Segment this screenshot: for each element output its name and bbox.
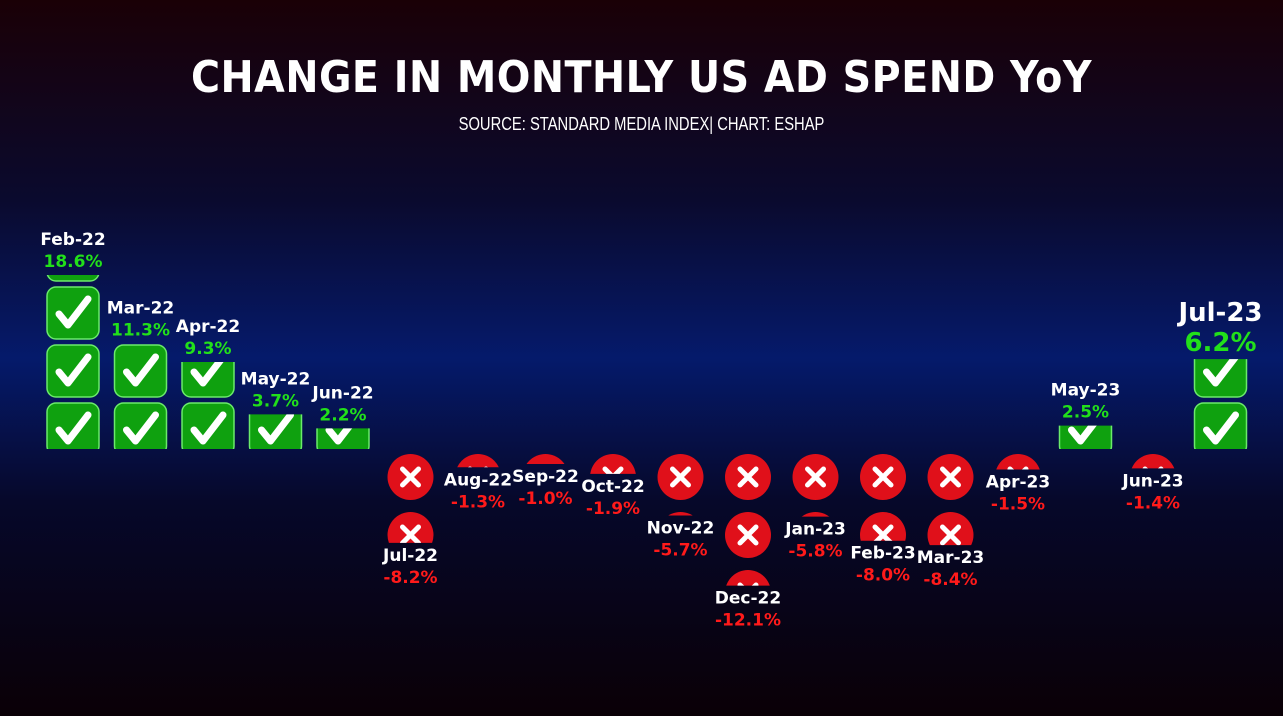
value-label-jan-23: -5.8% (788, 542, 842, 562)
value-label-may-23: 2.5% (1062, 403, 1109, 423)
bar-may-22: May-223.7% (241, 369, 311, 449)
value-label-oct-22: -1.9% (586, 499, 640, 519)
month-label-jan-23: Jan-23 (784, 520, 846, 540)
cross-mark-icon (801, 512, 830, 517)
cross-mark-icon (1131, 454, 1175, 469)
cross-mark-icon (860, 512, 906, 541)
bar-feb-23: Feb-23-8.0% (850, 454, 916, 586)
month-label-mar-23: Mar-23 (917, 548, 985, 568)
cross-mark-icon (590, 454, 636, 474)
check-mark-icon (46, 402, 100, 449)
value-label-jul-23: 6.2% (1184, 328, 1256, 358)
month-label-feb-23: Feb-23 (850, 544, 915, 564)
cross-mark-icon (387, 512, 434, 543)
month-label-mar-22: Mar-22 (107, 298, 175, 318)
check-mark-icon (113, 344, 168, 398)
value-label-jun-22: 2.2% (319, 405, 366, 425)
cross-mark-icon (387, 454, 434, 500)
value-label-mar-23: -8.4% (923, 570, 977, 590)
month-label-aug-22: Aug-22 (444, 470, 512, 490)
month-label-feb-22: Feb-22 (40, 230, 105, 250)
check-mark-icon (1193, 402, 1248, 450)
check-mark-icon (46, 275, 100, 282)
chart-subtitle: SOURCE: STANDARD MEDIA INDEX| CHART: ESH… (458, 114, 825, 134)
chart-title: CHANGE IN MONTHLY US AD SPEND YoY (191, 52, 1092, 103)
month-label-jul-23: Jul-23 (1176, 298, 1262, 328)
check-mark-icon (46, 344, 100, 398)
value-label-nov-22: -5.7% (653, 540, 707, 560)
cross-mark-icon (725, 454, 771, 500)
bar-may-23: May-232.5% (1051, 381, 1121, 450)
value-label-feb-23: -8.0% (856, 566, 910, 586)
value-label-mar-22: 11.3% (111, 320, 170, 340)
value-label-aug-22: -1.3% (451, 492, 505, 512)
value-label-jul-22: -8.2% (383, 568, 437, 588)
check-mark-icon (181, 402, 235, 449)
cross-mark-icon (668, 512, 693, 516)
check-mark-icon (316, 428, 370, 449)
cross-mark-icon (657, 454, 704, 500)
value-label-dec-22: -12.1% (715, 611, 781, 631)
cross-mark-icon (1130, 512, 1176, 558)
cross-mark-icon (927, 454, 974, 500)
month-label-oct-22: Oct-22 (581, 477, 644, 497)
check-mark-icon (1193, 359, 1248, 398)
bar-jun-22: Jun-222.2% (311, 383, 374, 449)
cross-mark-icon (996, 454, 1040, 470)
check-mark-icon (181, 362, 235, 398)
value-label-may-22: 3.7% (252, 391, 299, 411)
bar-jan-23: Jan-23-5.8% (784, 454, 846, 616)
cross-mark-icon (725, 512, 771, 558)
cross-mark-icon (455, 512, 501, 558)
bar-apr-22: Apr-229.3% (176, 317, 240, 449)
month-label-dec-22: Dec-22 (715, 589, 781, 609)
bar-mar-23: Mar-23-8.4% (917, 454, 985, 590)
month-label-may-23: May-23 (1051, 381, 1121, 401)
cross-mark-icon (927, 512, 974, 546)
cross-mark-icon (457, 454, 499, 468)
cross-mark-icon (726, 570, 770, 586)
check-mark-icon (46, 286, 100, 340)
check-mark-icon (248, 414, 303, 449)
cross-mark-icon (793, 570, 839, 616)
bar-jul-22: Jul-22-8.2% (382, 454, 438, 588)
cross-mark-icon (526, 454, 565, 464)
value-label-feb-22: 18.6% (44, 252, 103, 272)
cross-mark-icon (792, 454, 839, 500)
bar-dec-22: Dec-22-12.1% (715, 454, 781, 674)
check-mark-icon (113, 402, 168, 449)
bar-apr-23: Apr-23-1.5% (986, 454, 1050, 558)
month-label-may-22: May-22 (241, 369, 311, 389)
month-label-jun-22: Jun-22 (311, 383, 373, 403)
month-label-jul-22: Jul-22 (382, 546, 438, 566)
bar-nov-22: Nov-22-5.7% (647, 454, 715, 616)
value-label-sep-22: -1.0% (518, 489, 572, 509)
month-label-nov-22: Nov-22 (647, 518, 715, 538)
check-mark-icon (1058, 425, 1113, 450)
bar-jul-23: Jul-236.2% (1176, 298, 1263, 450)
cross-mark-icon (658, 570, 704, 616)
cross-mark-icon (725, 628, 771, 674)
value-label-apr-23: -1.5% (991, 494, 1045, 514)
bar-oct-22: Oct-22-1.9% (581, 454, 645, 558)
value-label-apr-22: 9.3% (184, 339, 231, 359)
cross-mark-icon (995, 512, 1041, 558)
value-label-jun-23: -1.4% (1126, 493, 1180, 513)
cross-mark-icon (860, 454, 906, 500)
bar-sep-22: Sep-22-1.0% (512, 454, 579, 558)
bar-jun-23: Jun-23-1.4% (1121, 454, 1184, 558)
month-label-apr-22: Apr-22 (176, 317, 240, 337)
cross-mark-icon (523, 512, 569, 558)
month-label-apr-23: Apr-23 (986, 472, 1050, 492)
bar-aug-22: Aug-22-1.3% (444, 454, 512, 558)
month-label-jun-23: Jun-23 (1121, 471, 1183, 491)
month-label-sep-22: Sep-22 (512, 467, 579, 487)
cross-mark-icon (590, 512, 636, 558)
